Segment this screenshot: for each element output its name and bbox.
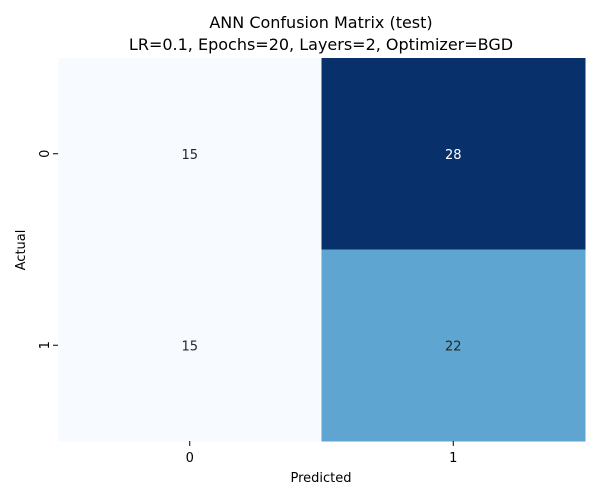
x-axis-label: Predicted	[290, 471, 351, 486]
heatmap-cell-r1-c0	[58, 249, 322, 442]
cell-value-r1-c0: 15	[181, 339, 198, 354]
y-tick-label: 1	[38, 341, 53, 349]
chart-title-line-2: LR=0.1, Epochs=20, Layers=2, Optimizer=B…	[129, 35, 513, 54]
heatmap-cell-labels: 15 28 15 22	[181, 148, 461, 355]
heatmap-cell-r0-c0	[58, 58, 322, 250]
cell-value-r0-c0: 15	[181, 148, 198, 163]
x-tick-label: 1	[449, 451, 457, 466]
heatmap-cells	[58, 58, 586, 442]
x-tick-label: 0	[186, 451, 194, 466]
y-tick-label: 0	[38, 150, 53, 158]
cell-value-r1-c1: 22	[445, 339, 462, 354]
heatmap-cell-r1-c1	[321, 249, 586, 442]
cell-value-r0-c1: 28	[445, 148, 462, 163]
heatmap-cell-r0-c1	[321, 58, 586, 250]
chart-title-line-1: ANN Confusion Matrix (test)	[209, 13, 432, 32]
y-axis-ticks: 01	[38, 150, 58, 349]
y-axis-label: Actual	[14, 230, 29, 271]
